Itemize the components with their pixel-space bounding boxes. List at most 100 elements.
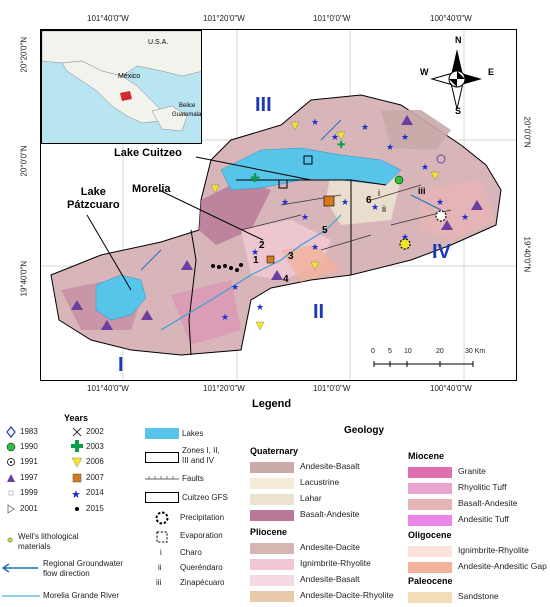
svg-text:★: ★ bbox=[386, 143, 394, 153]
zones-label: Zones I, II, III and IV bbox=[182, 446, 220, 465]
svg-text:★: ★ bbox=[436, 198, 444, 208]
svg-text:★: ★ bbox=[311, 243, 319, 253]
site-1-label: 1 bbox=[253, 255, 259, 266]
gfs-iii-num: iii bbox=[156, 578, 162, 587]
year-1997: 1997 bbox=[20, 473, 38, 482]
groundwater-arrow-icon bbox=[1, 563, 38, 573]
lake-patzcuaro-label: Lake Pátzcuaro bbox=[67, 186, 120, 211]
svg-text:★: ★ bbox=[221, 313, 229, 323]
gfs-ii-name: Queréndaro bbox=[180, 563, 223, 572]
gfs-iii-name: Zinapécuaro bbox=[180, 578, 225, 587]
lakes-label: Lakes bbox=[182, 429, 204, 438]
svg-text:★: ★ bbox=[401, 133, 409, 143]
site-6-label: 6 bbox=[366, 195, 372, 206]
svg-text:★: ★ bbox=[256, 303, 264, 313]
study-area-map: ★ ★ ★ ★ ★ ★ ★ ★ ★ ★ ★ ★ ★ ★ ★ ★ ★ ★ ✚ ✚ bbox=[41, 30, 516, 380]
svg-text:★: ★ bbox=[331, 133, 339, 143]
zone-III-label: III bbox=[255, 94, 272, 116]
compass-n: N bbox=[455, 35, 462, 45]
year-2002: 2002 bbox=[86, 427, 104, 436]
coord-bottom-4: 100°40'0"W bbox=[430, 384, 472, 393]
wells-lithology-label: Well's lithological materials bbox=[18, 532, 79, 551]
coord-top-3: 101°0'0"W bbox=[313, 14, 351, 23]
site-4-label: 4 bbox=[283, 274, 289, 285]
coord-left-3: 19°40'0"N bbox=[19, 260, 29, 297]
years-col1: 1983 1990 1991 1997 1999 2001 bbox=[3, 425, 73, 525]
svg-text:★: ★ bbox=[231, 283, 239, 293]
year-1999: 1999 bbox=[20, 488, 38, 497]
gfs-ii-num: ii bbox=[158, 563, 162, 572]
gfs-iii-label: iii bbox=[418, 186, 426, 196]
inset-mexico-label: México bbox=[118, 73, 141, 80]
site-2-label: 2 bbox=[259, 240, 265, 251]
inset-guatemala-label: Guatemala bbox=[172, 112, 202, 118]
evaporation-label: Evaporation bbox=[180, 531, 223, 540]
coord-left-2: 20°0'0"N bbox=[19, 145, 29, 177]
svg-text:★: ★ bbox=[251, 248, 259, 258]
inset-belize-label: Belice bbox=[179, 103, 196, 109]
gfs-i-num: i bbox=[160, 548, 162, 557]
morelia-label: Morelia bbox=[132, 183, 171, 195]
svg-text:✚: ✚ bbox=[337, 140, 345, 151]
lakes-swatch bbox=[145, 428, 179, 439]
zone-IV-label: IV bbox=[432, 241, 451, 263]
zone-I-label: I bbox=[118, 354, 124, 376]
lake-patzcuaro-shape bbox=[95, 274, 147, 321]
year-1990: 1990 bbox=[20, 442, 38, 451]
compass-e: E bbox=[488, 67, 495, 77]
inset-map: U.S.A. México Belice Guatemala bbox=[41, 30, 202, 144]
years-title: Years bbox=[64, 413, 89, 423]
gfs-label: Cuitzeo GFS bbox=[182, 493, 228, 502]
paleocene-title: Paleocene bbox=[408, 576, 453, 586]
scale-bar: 0 5 10 20 30 Km bbox=[371, 348, 486, 367]
evaporation-icon bbox=[156, 531, 168, 543]
precipitation-label: Precipitation bbox=[180, 513, 225, 522]
svg-text:✚: ✚ bbox=[250, 171, 260, 185]
faults-label: Faults bbox=[182, 474, 204, 483]
gfs-ii-label: ii bbox=[382, 204, 386, 214]
svg-text:★: ★ bbox=[281, 198, 289, 208]
coord-top-4: 100°40'0"W bbox=[430, 14, 472, 23]
gfs-i-name: Charo bbox=[180, 548, 202, 557]
site-3-label: 3 bbox=[288, 251, 294, 262]
zone-II-label: II bbox=[313, 301, 325, 323]
year-2014: 2014 bbox=[86, 488, 104, 497]
compass-s: S bbox=[455, 106, 462, 116]
coord-bottom-1: 101°40'0"W bbox=[87, 384, 129, 393]
coord-right-2: 19°40'0"N bbox=[522, 236, 532, 273]
pliocene-title: Pliocene bbox=[250, 527, 288, 537]
oligocene-title: Oligocene bbox=[408, 530, 452, 540]
svg-text:★: ★ bbox=[341, 198, 349, 208]
svg-text:★: ★ bbox=[361, 123, 369, 133]
fault-icon bbox=[145, 476, 179, 480]
coord-bottom-2: 101°20'0"W bbox=[203, 384, 245, 393]
year-2006: 2006 bbox=[86, 457, 104, 466]
inset-usa-label: U.S.A. bbox=[148, 39, 169, 46]
coord-top-2: 101°20'0"W bbox=[203, 14, 245, 23]
coord-bottom-3: 101°0'0"W bbox=[313, 384, 351, 393]
precipitation-icon bbox=[155, 511, 169, 525]
quaternary-title: Quaternary bbox=[250, 446, 299, 456]
site-5-label: 5 bbox=[322, 225, 328, 236]
geology-title: Geology bbox=[344, 425, 385, 436]
svg-text:★: ★ bbox=[401, 233, 409, 243]
groundwater-flow-label: Regional Groundwater flow direction bbox=[43, 559, 124, 578]
zones-swatch bbox=[145, 452, 179, 463]
svg-text:★: ★ bbox=[301, 213, 309, 223]
north-arrow: N S W E bbox=[420, 35, 495, 116]
coord-left-1: 20°20'0"N bbox=[19, 36, 29, 73]
river-line-icon bbox=[2, 595, 40, 597]
miocene-title: Miocene bbox=[408, 451, 445, 461]
gfs-i-label: i bbox=[378, 188, 380, 198]
svg-text:★: ★ bbox=[421, 163, 429, 173]
year-2007: 2007 bbox=[86, 473, 104, 482]
gfs-swatch bbox=[145, 492, 179, 503]
svg-text:★: ★ bbox=[371, 203, 379, 213]
year-1991: 1991 bbox=[20, 457, 38, 466]
coord-right-1: 20°0'0"N bbox=[522, 116, 532, 148]
year-2003: 2003 bbox=[86, 442, 104, 451]
svg-text:★: ★ bbox=[311, 118, 319, 128]
lake-cuitzeo-label: Lake Cuitzeo bbox=[114, 147, 182, 159]
years-col2: ★ 2002 2003 2006 2007 2014 2015 bbox=[69, 425, 139, 525]
year-2001: 2001 bbox=[20, 504, 38, 513]
